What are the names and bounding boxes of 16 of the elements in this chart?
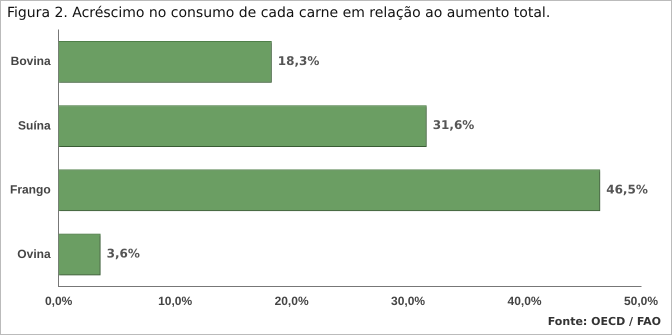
y-tick-label: Bovina <box>10 54 51 68</box>
data-label: 31,6% <box>432 118 474 132</box>
x-tick-label: 0,0% <box>44 294 73 308</box>
x-tick-label: 20,0% <box>274 294 309 308</box>
data-label: 46,5% <box>606 182 648 196</box>
data-label: 3,6% <box>106 246 140 261</box>
y-tick-label: Suína <box>18 118 51 132</box>
data-label: 18,3% <box>278 54 320 68</box>
source-note: Fonte: OECD / FAO <box>548 315 661 328</box>
x-tick-label: 40,0% <box>508 294 542 308</box>
x-tick-label: 50,0% <box>624 294 658 308</box>
chart-title: Figura 2. Acréscimo no consumo de cada carne em relação ao aumento total. <box>7 5 550 22</box>
x-tick-label: 30,0% <box>391 294 426 308</box>
y-tick-label: Ovina <box>17 246 51 261</box>
y-tick-label: Frango <box>10 182 51 197</box>
x-tick-label: 10,0% <box>158 294 192 308</box>
